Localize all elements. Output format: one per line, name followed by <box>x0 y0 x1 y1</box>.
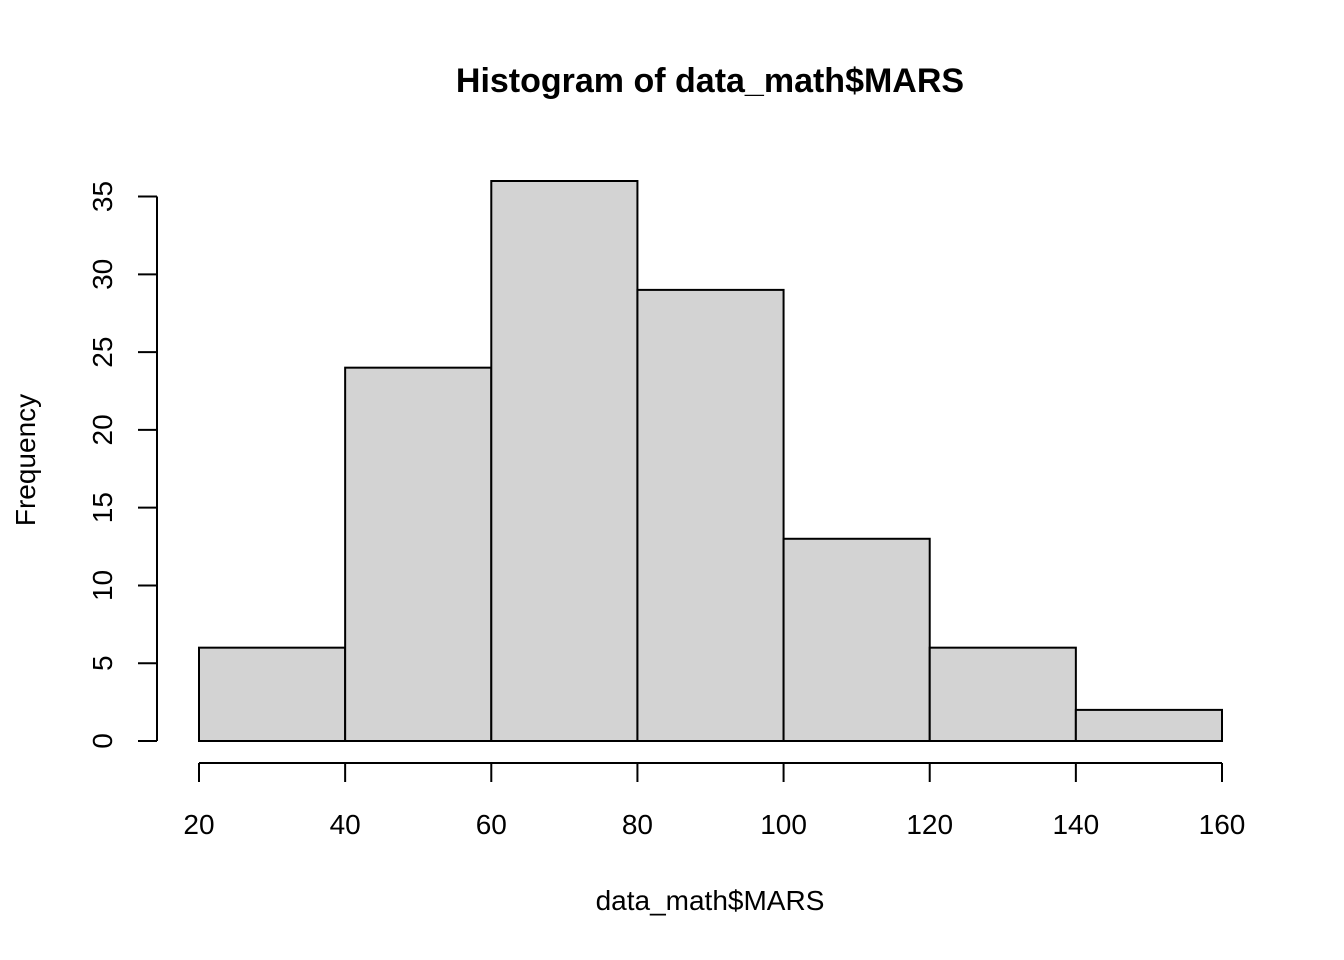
x-tick-label: 40 <box>330 809 361 840</box>
histogram-bar-7 <box>1074 708 1224 743</box>
histogram-bar-5 <box>782 537 931 742</box>
x-tick-label: 140 <box>1052 809 1099 840</box>
histogram-bar-3 <box>490 180 639 742</box>
bars-group <box>198 180 1224 743</box>
y-tick-label: 35 <box>87 181 118 212</box>
y-tick-label: 30 <box>87 259 118 290</box>
x-tick-label: 80 <box>622 809 653 840</box>
histogram-bar-1 <box>198 646 347 743</box>
y-tick-label: 15 <box>87 492 118 523</box>
y-tick-label: 5 <box>87 655 118 671</box>
histogram-bar-2 <box>344 366 493 742</box>
y-tick-label: 0 <box>87 733 118 749</box>
x-axis-label: data_math$MARS <box>596 885 825 916</box>
histogram-bar-4 <box>636 288 785 742</box>
x-tick-label: 120 <box>906 809 953 840</box>
x-tick-label: 100 <box>760 809 807 840</box>
y-axis-label: Frequency <box>10 394 41 526</box>
y-tick-label: 25 <box>87 337 118 368</box>
x-tick-label: 60 <box>476 809 507 840</box>
y-axis: 0 5 10 15 20 25 30 35 <box>87 181 158 749</box>
histogram-bar-6 <box>928 646 1077 743</box>
y-tick-label: 20 <box>87 414 118 445</box>
chart-title: Histogram of data_math$MARS <box>456 62 964 100</box>
x-tick-label: 160 <box>1199 809 1246 840</box>
y-tick-label: 10 <box>87 570 118 601</box>
x-tick-label: 20 <box>183 809 214 840</box>
x-axis: 20 40 60 80 100 120 140 160 <box>183 762 1246 840</box>
